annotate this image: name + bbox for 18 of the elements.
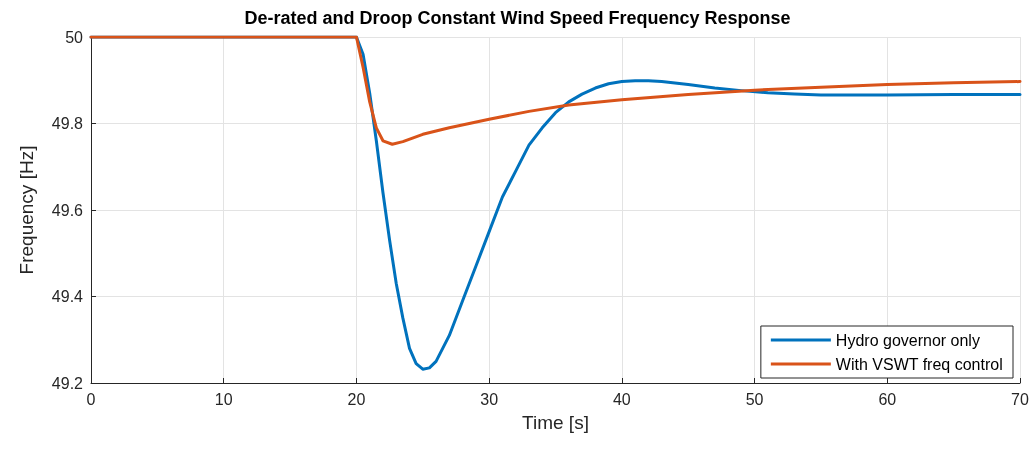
legend-label: With VSWT freq control xyxy=(835,355,1003,373)
x-tick-label: 0 xyxy=(86,390,96,408)
x-tick-label: 20 xyxy=(347,390,366,408)
y-tick-label: 49.6 xyxy=(51,201,84,219)
x-tick-label: 60 xyxy=(878,390,897,408)
x-tick-label: 40 xyxy=(612,390,631,408)
x-tick-label: 70 xyxy=(1011,390,1029,408)
chart-title: De-rated and Droop Constant Wind Speed Frequency Response xyxy=(244,8,791,28)
legend-label: Hydro governor only xyxy=(835,331,980,349)
x-tick-label: 30 xyxy=(480,390,499,408)
y-tick-label: 50 xyxy=(65,28,84,46)
y-tick-label: 49.4 xyxy=(51,288,84,305)
y-tick-label: 49.2 xyxy=(51,374,84,392)
x-axis-title: Time [s] xyxy=(522,412,589,433)
x-tick-label: 50 xyxy=(745,390,764,408)
y-axis-title: Frequency [Hz] xyxy=(16,145,37,275)
x-tick-label: 10 xyxy=(214,390,233,408)
y-tick-label: 49.8 xyxy=(51,115,84,132)
